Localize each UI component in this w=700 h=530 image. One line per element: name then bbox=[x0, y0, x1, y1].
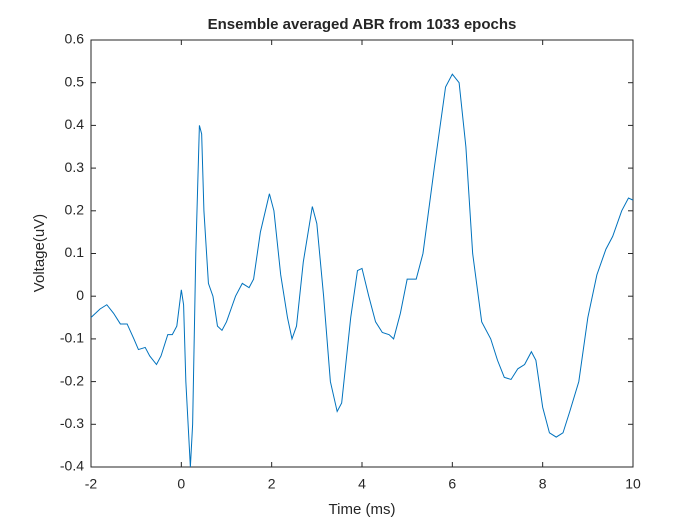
y-tick-label: -0.3 bbox=[60, 415, 84, 431]
y-tick-label: 0.1 bbox=[65, 244, 85, 260]
y-axis-label: Voltage(uV) bbox=[31, 214, 48, 292]
x-axis-label: Time (ms) bbox=[329, 501, 396, 518]
y-tick-label: -0.2 bbox=[60, 372, 84, 388]
y-tick-label: 0.3 bbox=[65, 159, 85, 175]
data-line bbox=[90, 73, 634, 468]
plot-area bbox=[90, 39, 634, 468]
y-tick-label: -0.4 bbox=[60, 458, 84, 474]
x-tick-label: 10 bbox=[625, 476, 641, 492]
y-tick-label: 0.5 bbox=[65, 73, 85, 89]
x-tick-label: 2 bbox=[268, 476, 276, 492]
y-tick-label: 0.4 bbox=[65, 116, 85, 132]
y-tick-label: 0 bbox=[76, 287, 84, 303]
x-tick-label: 0 bbox=[177, 476, 185, 492]
chart-title: Ensemble averaged ABR from 1033 epochs bbox=[208, 16, 517, 33]
y-tick-label: -0.1 bbox=[60, 330, 84, 346]
x-tick-label: 6 bbox=[448, 476, 456, 492]
y-tick-label: 0.6 bbox=[65, 31, 85, 47]
x-tick-label: 4 bbox=[358, 476, 366, 492]
y-tick-label: 0.2 bbox=[65, 202, 85, 218]
x-tick-label: 8 bbox=[539, 476, 547, 492]
x-tick-label: -2 bbox=[85, 476, 98, 492]
